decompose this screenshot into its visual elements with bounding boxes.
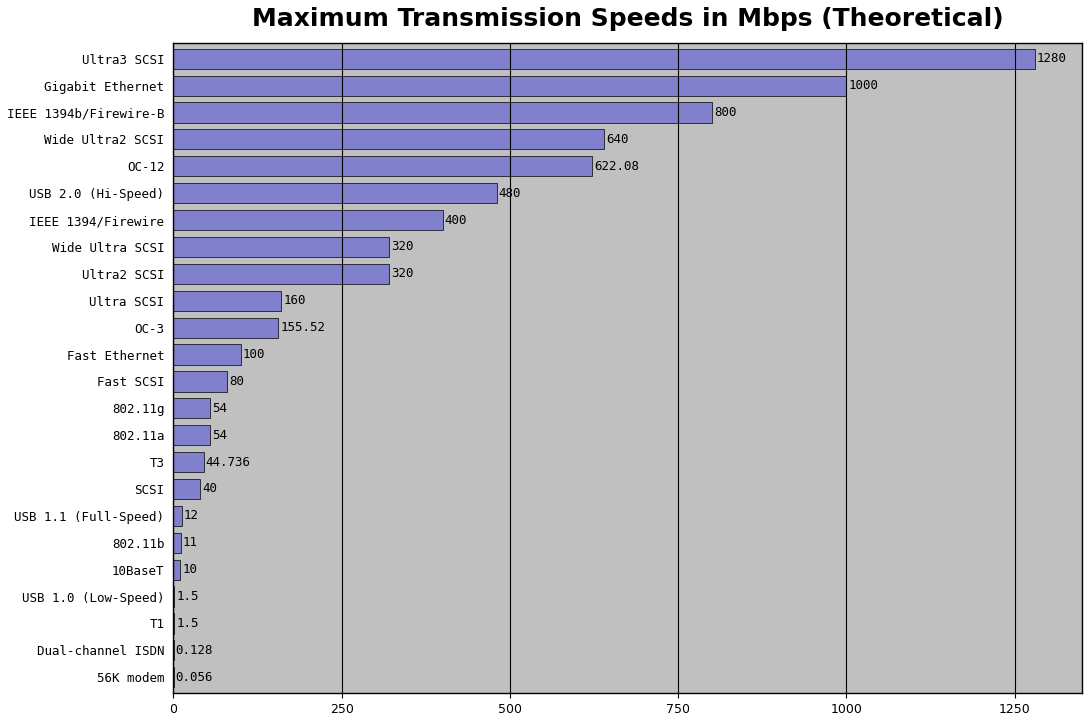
- Bar: [173, 210, 443, 230]
- Bar: [173, 506, 182, 526]
- Title: Maximum Transmission Speeds in Mbps (Theoretical): Maximum Transmission Speeds in Mbps (The…: [252, 7, 1004, 31]
- Text: 54: 54: [212, 429, 227, 442]
- Bar: [173, 75, 846, 95]
- Bar: [173, 479, 200, 499]
- Bar: [173, 560, 180, 580]
- Bar: [173, 317, 278, 338]
- Bar: [173, 372, 228, 391]
- Text: 480: 480: [499, 187, 521, 200]
- Bar: [173, 291, 281, 311]
- Bar: [173, 398, 210, 419]
- Bar: [173, 237, 389, 257]
- Text: 1.5: 1.5: [176, 617, 199, 630]
- Text: 40: 40: [203, 482, 218, 495]
- Bar: [173, 452, 204, 472]
- Text: 640: 640: [607, 133, 628, 146]
- Bar: [173, 103, 712, 123]
- Text: 622.08: 622.08: [595, 160, 639, 173]
- Text: 11: 11: [183, 536, 198, 549]
- Text: 1000: 1000: [848, 79, 879, 92]
- Text: 12: 12: [184, 510, 198, 522]
- Text: 800: 800: [714, 106, 736, 119]
- Text: 0.056: 0.056: [175, 671, 213, 684]
- Text: 1280: 1280: [1037, 52, 1067, 65]
- Text: 1.5: 1.5: [176, 590, 199, 603]
- Text: 400: 400: [444, 213, 467, 226]
- Bar: [173, 264, 389, 284]
- Bar: [173, 425, 210, 445]
- Bar: [173, 533, 181, 553]
- Text: 54: 54: [212, 402, 227, 415]
- Bar: [173, 183, 497, 203]
- Text: 10: 10: [182, 563, 197, 576]
- Text: 80: 80: [230, 375, 244, 388]
- Bar: [173, 156, 592, 176]
- Text: 320: 320: [391, 241, 414, 254]
- Bar: [173, 344, 241, 364]
- Text: 0.128: 0.128: [175, 643, 213, 656]
- Text: 155.52: 155.52: [280, 321, 326, 334]
- Text: 44.736: 44.736: [206, 455, 250, 469]
- Bar: [173, 48, 1035, 69]
- Text: 100: 100: [243, 348, 266, 361]
- Text: 320: 320: [391, 268, 414, 281]
- Bar: [173, 129, 604, 150]
- Text: 160: 160: [283, 294, 306, 307]
